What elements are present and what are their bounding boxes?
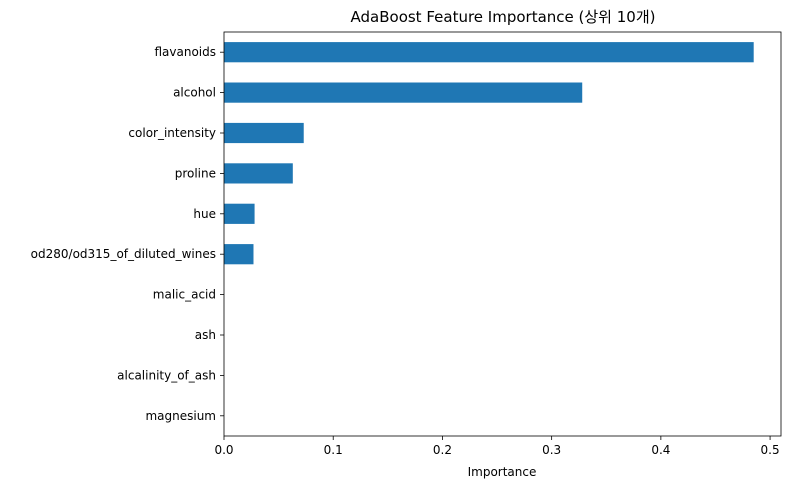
x-tick-label: 0.3	[542, 443, 561, 457]
bar-flavanoids	[224, 42, 754, 63]
category-label: ash	[195, 328, 216, 342]
category-label: proline	[175, 166, 216, 180]
category-label: magnesium	[145, 409, 216, 423]
category-label: alcalinity_of_ash	[117, 368, 216, 382]
x-tick-label: 0.0	[214, 443, 233, 457]
category-label: hue	[193, 207, 216, 221]
x-tick-label: 0.1	[324, 443, 343, 457]
x-tick-label: 0.5	[761, 443, 780, 457]
bar-alcohol	[224, 82, 583, 103]
bars-group	[224, 42, 754, 265]
bar-color-intensity	[224, 122, 304, 144]
category-label: flavanoids	[154, 45, 216, 59]
chart-title: AdaBoost Feature Importance (상위 10개)	[351, 8, 656, 26]
category-label: color_intensity	[128, 126, 216, 140]
bar-proline	[224, 163, 293, 184]
plot-frame	[223, 31, 782, 437]
x-tick-label: 0.2	[433, 443, 452, 457]
category-label: malic_acid	[153, 288, 216, 302]
bar-od280-od315-of-diluted-wines	[224, 244, 254, 265]
category-label: alcohol	[173, 86, 216, 100]
x-axis-ticks: 0.0 0.1 0.2 0.3 0.4 0.5	[214, 436, 780, 457]
x-tick-label: 0.4	[651, 443, 670, 457]
bar-hue	[224, 203, 255, 224]
category-label: od280/od315_of_diluted_wines	[31, 247, 216, 261]
x-axis-label: Importance	[468, 465, 537, 479]
